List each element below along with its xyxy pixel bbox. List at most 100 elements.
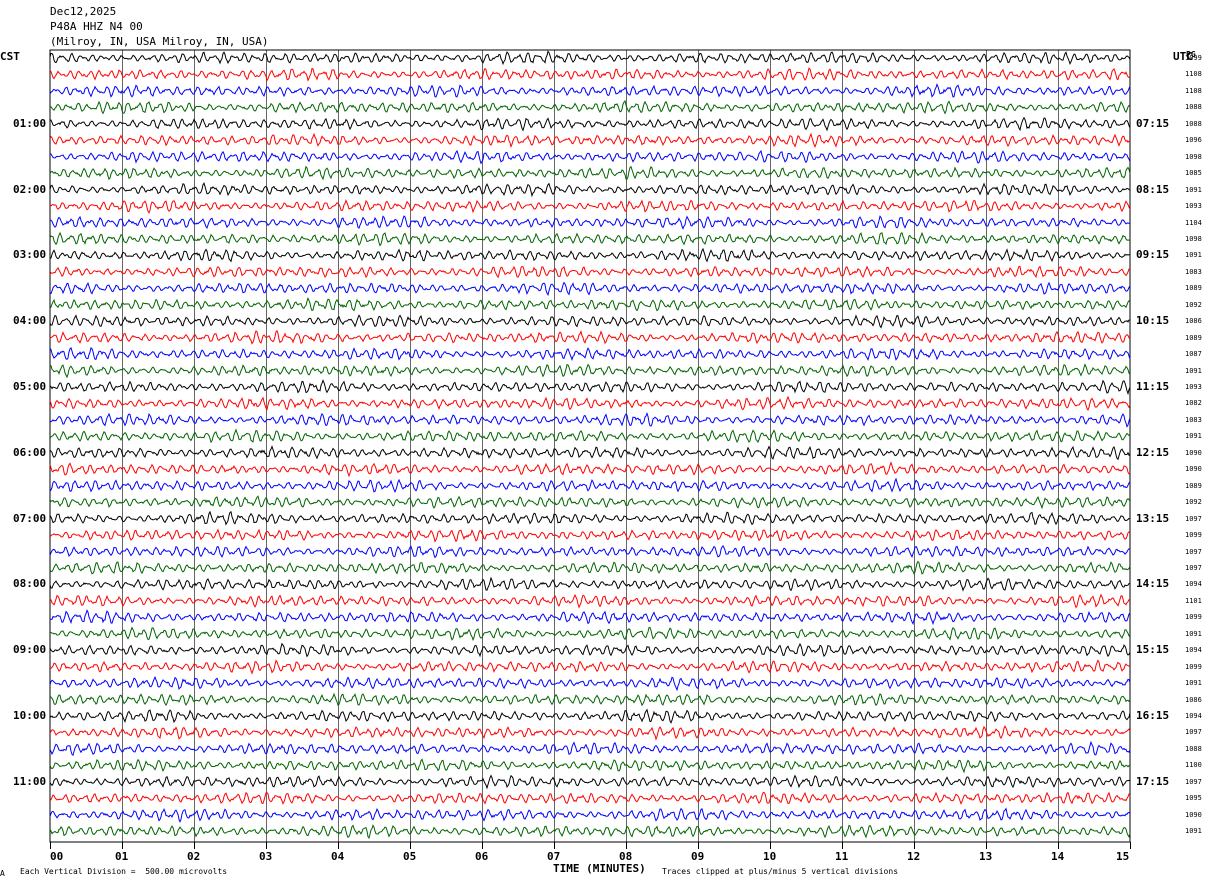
row-pg-value: 1087: [1185, 350, 1202, 359]
row-pg-value: 1083: [1185, 267, 1202, 276]
x-tick-label: 05: [403, 850, 417, 863]
x-tick-label: 11: [835, 850, 849, 863]
row-pg-value: 1097: [1185, 547, 1202, 556]
row-pg-value: 1093: [1185, 202, 1202, 211]
station-code: P48A HHZ N4 00: [50, 20, 143, 33]
row-pg-value: 1088: [1185, 744, 1202, 753]
row-pg-value: 1086: [1185, 317, 1202, 326]
scale-note: Each Vertical Division = 500.00 microvol…: [20, 867, 228, 876]
seismic-trace-row: [49, 477, 1131, 493]
row-pg-value: 1089: [1185, 481, 1202, 490]
x-tick-label: 07: [547, 850, 561, 863]
plot-frame: [49, 49, 1131, 843]
seismic-trace-row: [49, 740, 1131, 757]
row-pg-value: 1108: [1185, 70, 1202, 79]
right-hour-label: 07:15: [1136, 116, 1170, 130]
row-pg-value: 1088: [1185, 119, 1202, 128]
left-hour-label: 09:00: [13, 643, 47, 657]
row-pg-value: 1097: [1185, 514, 1202, 523]
seismic-trace-row: [49, 132, 1131, 149]
seismic-trace-row: [49, 281, 1131, 297]
seismic-trace-row: [49, 725, 1131, 741]
left-timezone-label: CST: [0, 50, 20, 63]
row-pg-value: 1086: [1185, 695, 1202, 704]
row-pg-value: 1100: [1185, 761, 1202, 770]
row-pg-value: 1099: [1185, 662, 1202, 671]
corner-mark: A: [0, 869, 5, 878]
row-pg-value: 1085: [1185, 169, 1202, 178]
row-pg-value: 1089: [1185, 333, 1202, 342]
seismic-trace-row: [49, 692, 1131, 707]
left-hour-label: 05:00: [13, 380, 47, 393]
row-pg-value: 1082: [1185, 399, 1202, 408]
seismic-trace-row: [49, 461, 1131, 478]
row-pg-value: 1096: [1185, 136, 1202, 145]
row-pg-value: 1094: [1185, 712, 1202, 720]
seismic-trace-row: [49, 428, 1131, 444]
left-hour-label: 06:00: [13, 445, 47, 459]
x-tick-label: 03: [259, 850, 273, 863]
x-tick-label: 14: [1051, 850, 1065, 863]
right-hour-label: 11:15: [1136, 380, 1170, 393]
row-pg-value: 1090: [1185, 448, 1202, 457]
seismic-trace-row: [49, 395, 1131, 411]
left-hour-label: 07:00: [13, 511, 47, 525]
x-axis-label: TIME (MINUTES): [553, 862, 646, 875]
seismic-trace-row: [49, 99, 1131, 115]
x-tick-label: 09: [691, 850, 705, 863]
row-pg-value: 1098: [1185, 234, 1202, 243]
row-pg-value: 1097: [1185, 728, 1202, 737]
x-tick-label: 15: [1116, 850, 1130, 863]
seismic-trace-row: [49, 545, 1131, 559]
x-tick-label: 04: [331, 850, 345, 863]
seismic-trace-row: [49, 593, 1131, 609]
row-pg-value: 1091: [1185, 679, 1202, 688]
row-pg-value: 1089: [1185, 284, 1202, 293]
seismic-trace-row: [49, 774, 1131, 790]
seismic-trace-row: [49, 510, 1131, 526]
row-pg-value: 1094: [1185, 646, 1202, 655]
seismic-trace-row: [49, 247, 1131, 263]
left-hour-label: 03:00: [13, 248, 47, 262]
seismic-trace-row: [49, 231, 1131, 247]
seismic-trace-row: [49, 708, 1131, 724]
left-hour-label: 08:00: [13, 577, 47, 591]
seismic-trace-row: [49, 675, 1131, 692]
left-hour-label: 01:00: [13, 116, 47, 130]
seismic-trace-row: [49, 67, 1131, 82]
right-hour-label: 13:15: [1136, 511, 1170, 525]
seismic-trace-row: [49, 199, 1131, 214]
row-pg-value: 1099: [1185, 613, 1202, 622]
seismic-trace-row: [49, 528, 1131, 543]
left-hour-label: 10:00: [13, 709, 47, 722]
x-tick-label: 08: [619, 850, 633, 863]
left-hour-label: 11:00: [13, 774, 47, 788]
right-hour-label: 14:15: [1136, 577, 1170, 591]
seismic-trace-row: [49, 824, 1131, 840]
seismic-trace-row: [49, 445, 1131, 461]
seismic-trace-row: [49, 758, 1131, 774]
row-pg-value: 1094: [1185, 580, 1202, 589]
seismic-trace-row: [49, 215, 1131, 230]
seismic-trace-row: [49, 576, 1131, 592]
x-tick-label: 00: [50, 850, 64, 863]
right-hour-label: 10:15: [1136, 314, 1170, 328]
x-tick-label: 10: [763, 850, 777, 863]
seismic-trace-row: [49, 411, 1131, 428]
x-tick-label: 01: [115, 850, 129, 863]
row-pg-value: 1099: [1185, 531, 1202, 540]
row-pg-value: 1097: [1185, 563, 1202, 572]
right-hour-label: 08:15: [1136, 182, 1170, 196]
row-pg-value: 1104: [1185, 218, 1202, 227]
seismic-trace-row: [49, 560, 1131, 575]
seismic-trace-row: [49, 609, 1131, 626]
seismic-trace-row: [49, 116, 1131, 132]
row-pg-value: 1091: [1185, 432, 1202, 441]
seismic-trace-row: [49, 329, 1131, 345]
row-pg-value: 1091: [1185, 185, 1202, 194]
row-pg-value: 1093: [1185, 383, 1202, 391]
chart-date: Dec12,2025: [50, 5, 117, 18]
seismic-trace-row: [49, 791, 1131, 805]
x-tick-label: 13: [979, 850, 993, 863]
